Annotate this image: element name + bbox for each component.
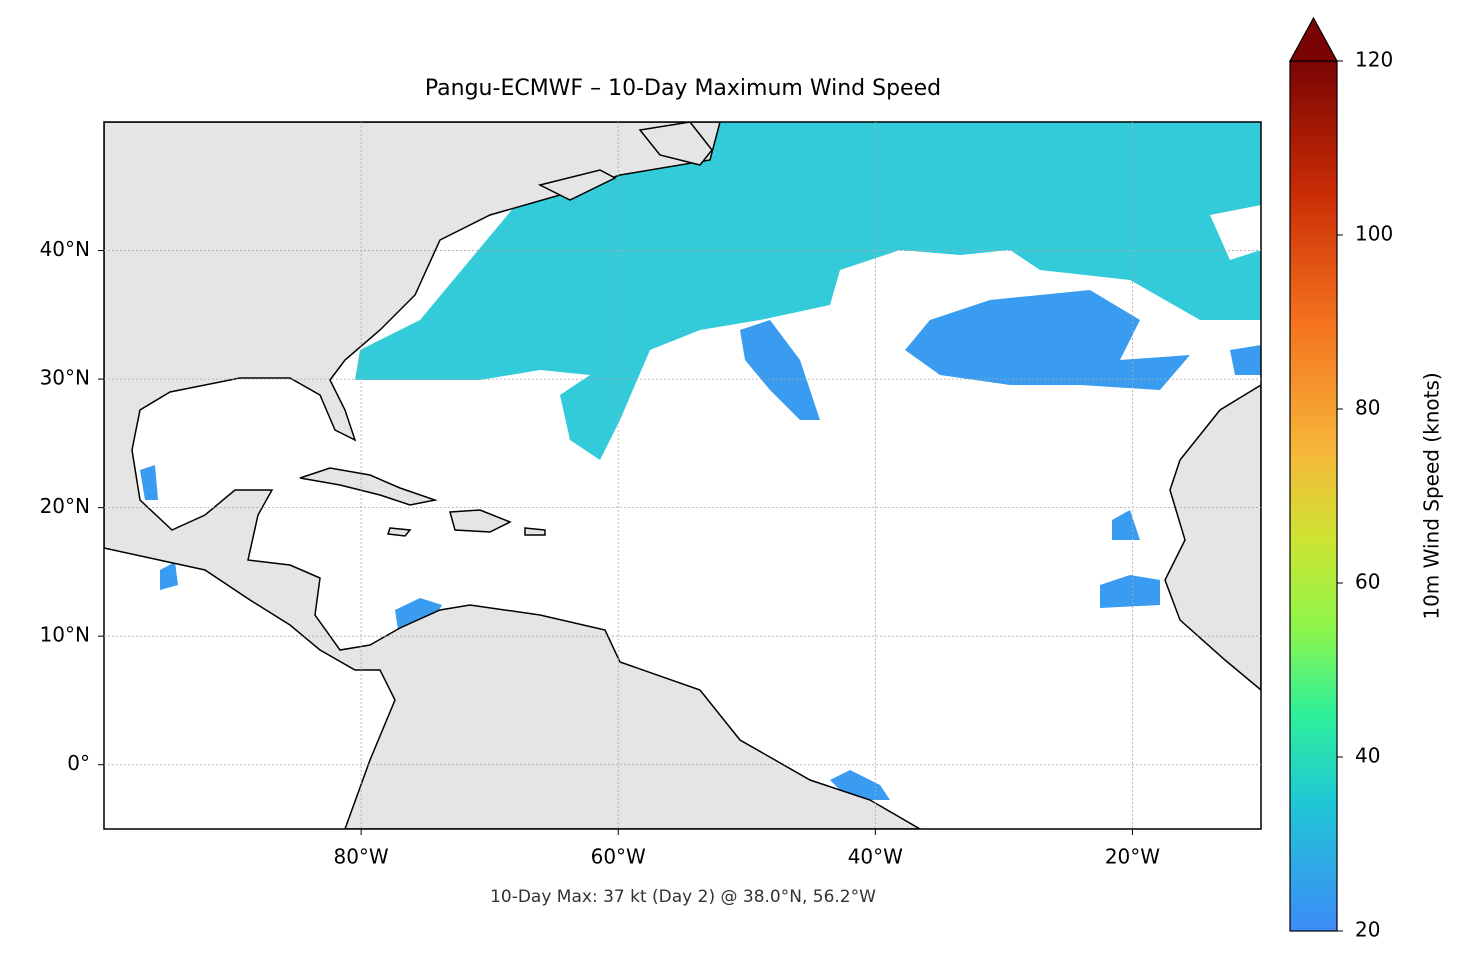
land	[449, 509, 512, 533]
wind-field	[740, 320, 820, 420]
colorbar-tick-label: 60	[1355, 570, 1380, 594]
colorbar-tick-label: 40	[1355, 744, 1380, 768]
land	[524, 527, 546, 536]
colorbar-tick-label: 100	[1355, 222, 1393, 246]
y-tick-label: 40°N	[40, 237, 90, 261]
map-area	[104, 122, 1261, 829]
y-tick-label: 0°	[67, 751, 90, 775]
annotation: 10-Day Max: 37 kt (Day 2) @ 38.0°N, 56.2…	[490, 887, 876, 907]
wind-field	[160, 562, 178, 590]
wind-field	[1100, 575, 1160, 608]
land	[537, 169, 617, 201]
y-tick-label: 20°N	[40, 494, 90, 518]
colorbar-tick-label: 120	[1355, 48, 1393, 72]
land	[104, 122, 922, 829]
land	[638, 122, 713, 166]
colorbar	[1289, 60, 1338, 932]
wind-field	[1230, 345, 1261, 375]
colorbar-label: 10m Wind Speed (knots)	[1420, 372, 1444, 619]
colorbar-extension	[1288, 16, 1339, 62]
x-tick-label: 20°W	[1105, 845, 1160, 869]
map-title: Pangu-ECMWF – 10-Day Maximum Wind Speed	[425, 76, 941, 101]
land	[386, 527, 412, 537]
wind-field	[905, 290, 1190, 390]
wind-field	[355, 122, 1261, 460]
land	[1164, 384, 1261, 691]
y-tick-label: 30°N	[40, 366, 90, 390]
wind-field	[1112, 510, 1140, 540]
x-tick-label: 40°W	[848, 845, 903, 869]
x-tick-label: 60°W	[591, 845, 646, 869]
map-frame	[103, 121, 1262, 830]
wind-field	[140, 465, 158, 500]
land	[299, 467, 438, 506]
x-tick-label: 80°W	[333, 845, 388, 869]
colorbar-tick-label: 80	[1355, 396, 1380, 420]
y-tick-label: 10°N	[40, 623, 90, 647]
colorbar-tick-label: 20	[1355, 918, 1380, 942]
